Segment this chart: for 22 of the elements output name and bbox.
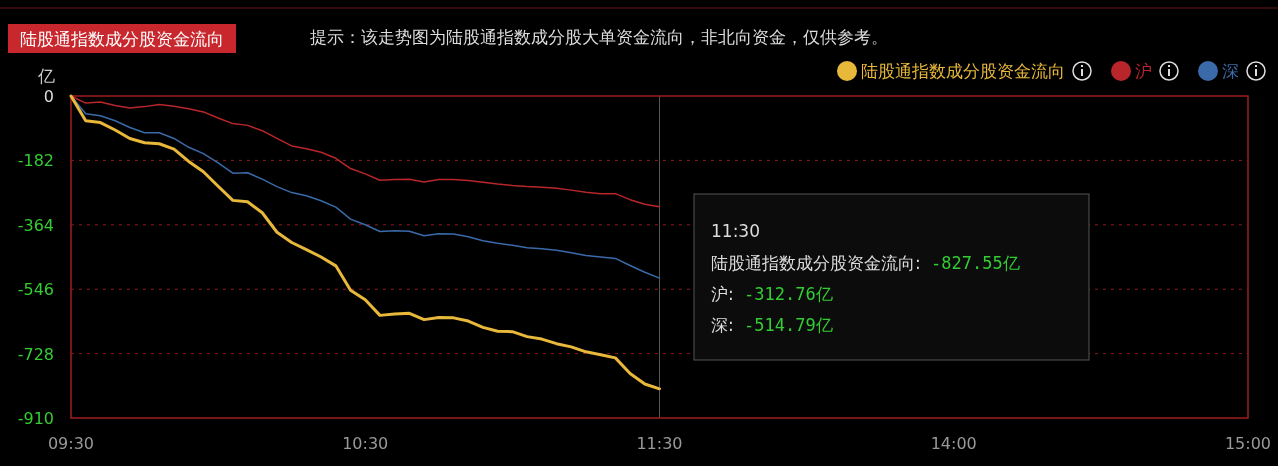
- x-tick-label: 14:00: [930, 434, 977, 453]
- chart-title: 陆股通指数成分股资金流向: [20, 29, 224, 49]
- legend-label: 陆股通指数成分股资金流向: [861, 61, 1065, 81]
- x-tick-label: 15:00: [1224, 434, 1272, 453]
- title: 陆股通指数成分股资金流向: [8, 24, 236, 53]
- y-tick-label: -910: [17, 409, 54, 428]
- chart-subtitle: 提示：该走势图为陆股通指数成分股大单资金流向，非北向资金，仅供参考。: [310, 27, 888, 47]
- y-axis-title: 亿: [36, 66, 55, 86]
- x-tick-label: 11:30: [636, 434, 683, 453]
- y-tick-label: -728: [17, 344, 54, 364]
- legend-label: 深: [1222, 61, 1239, 81]
- annotation: 11:30: [711, 221, 760, 241]
- legend-label: 沪: [1135, 61, 1152, 81]
- y-tick-label: -364: [17, 215, 54, 235]
- annotation: 陆股通指数成分股资金流向: -827.55亿: [711, 253, 1020, 273]
- x-tick-label: 10:30: [342, 434, 389, 453]
- annotation: 沪: -312.76亿: [711, 284, 833, 304]
- y-tick-label: 0: [43, 87, 54, 106]
- annotation: 深: -514.79亿: [711, 315, 833, 335]
- x-tick-label: 09:30: [47, 434, 95, 453]
- y-tick-label: -546: [17, 280, 54, 300]
- y-tick-label: -182: [17, 151, 54, 171]
